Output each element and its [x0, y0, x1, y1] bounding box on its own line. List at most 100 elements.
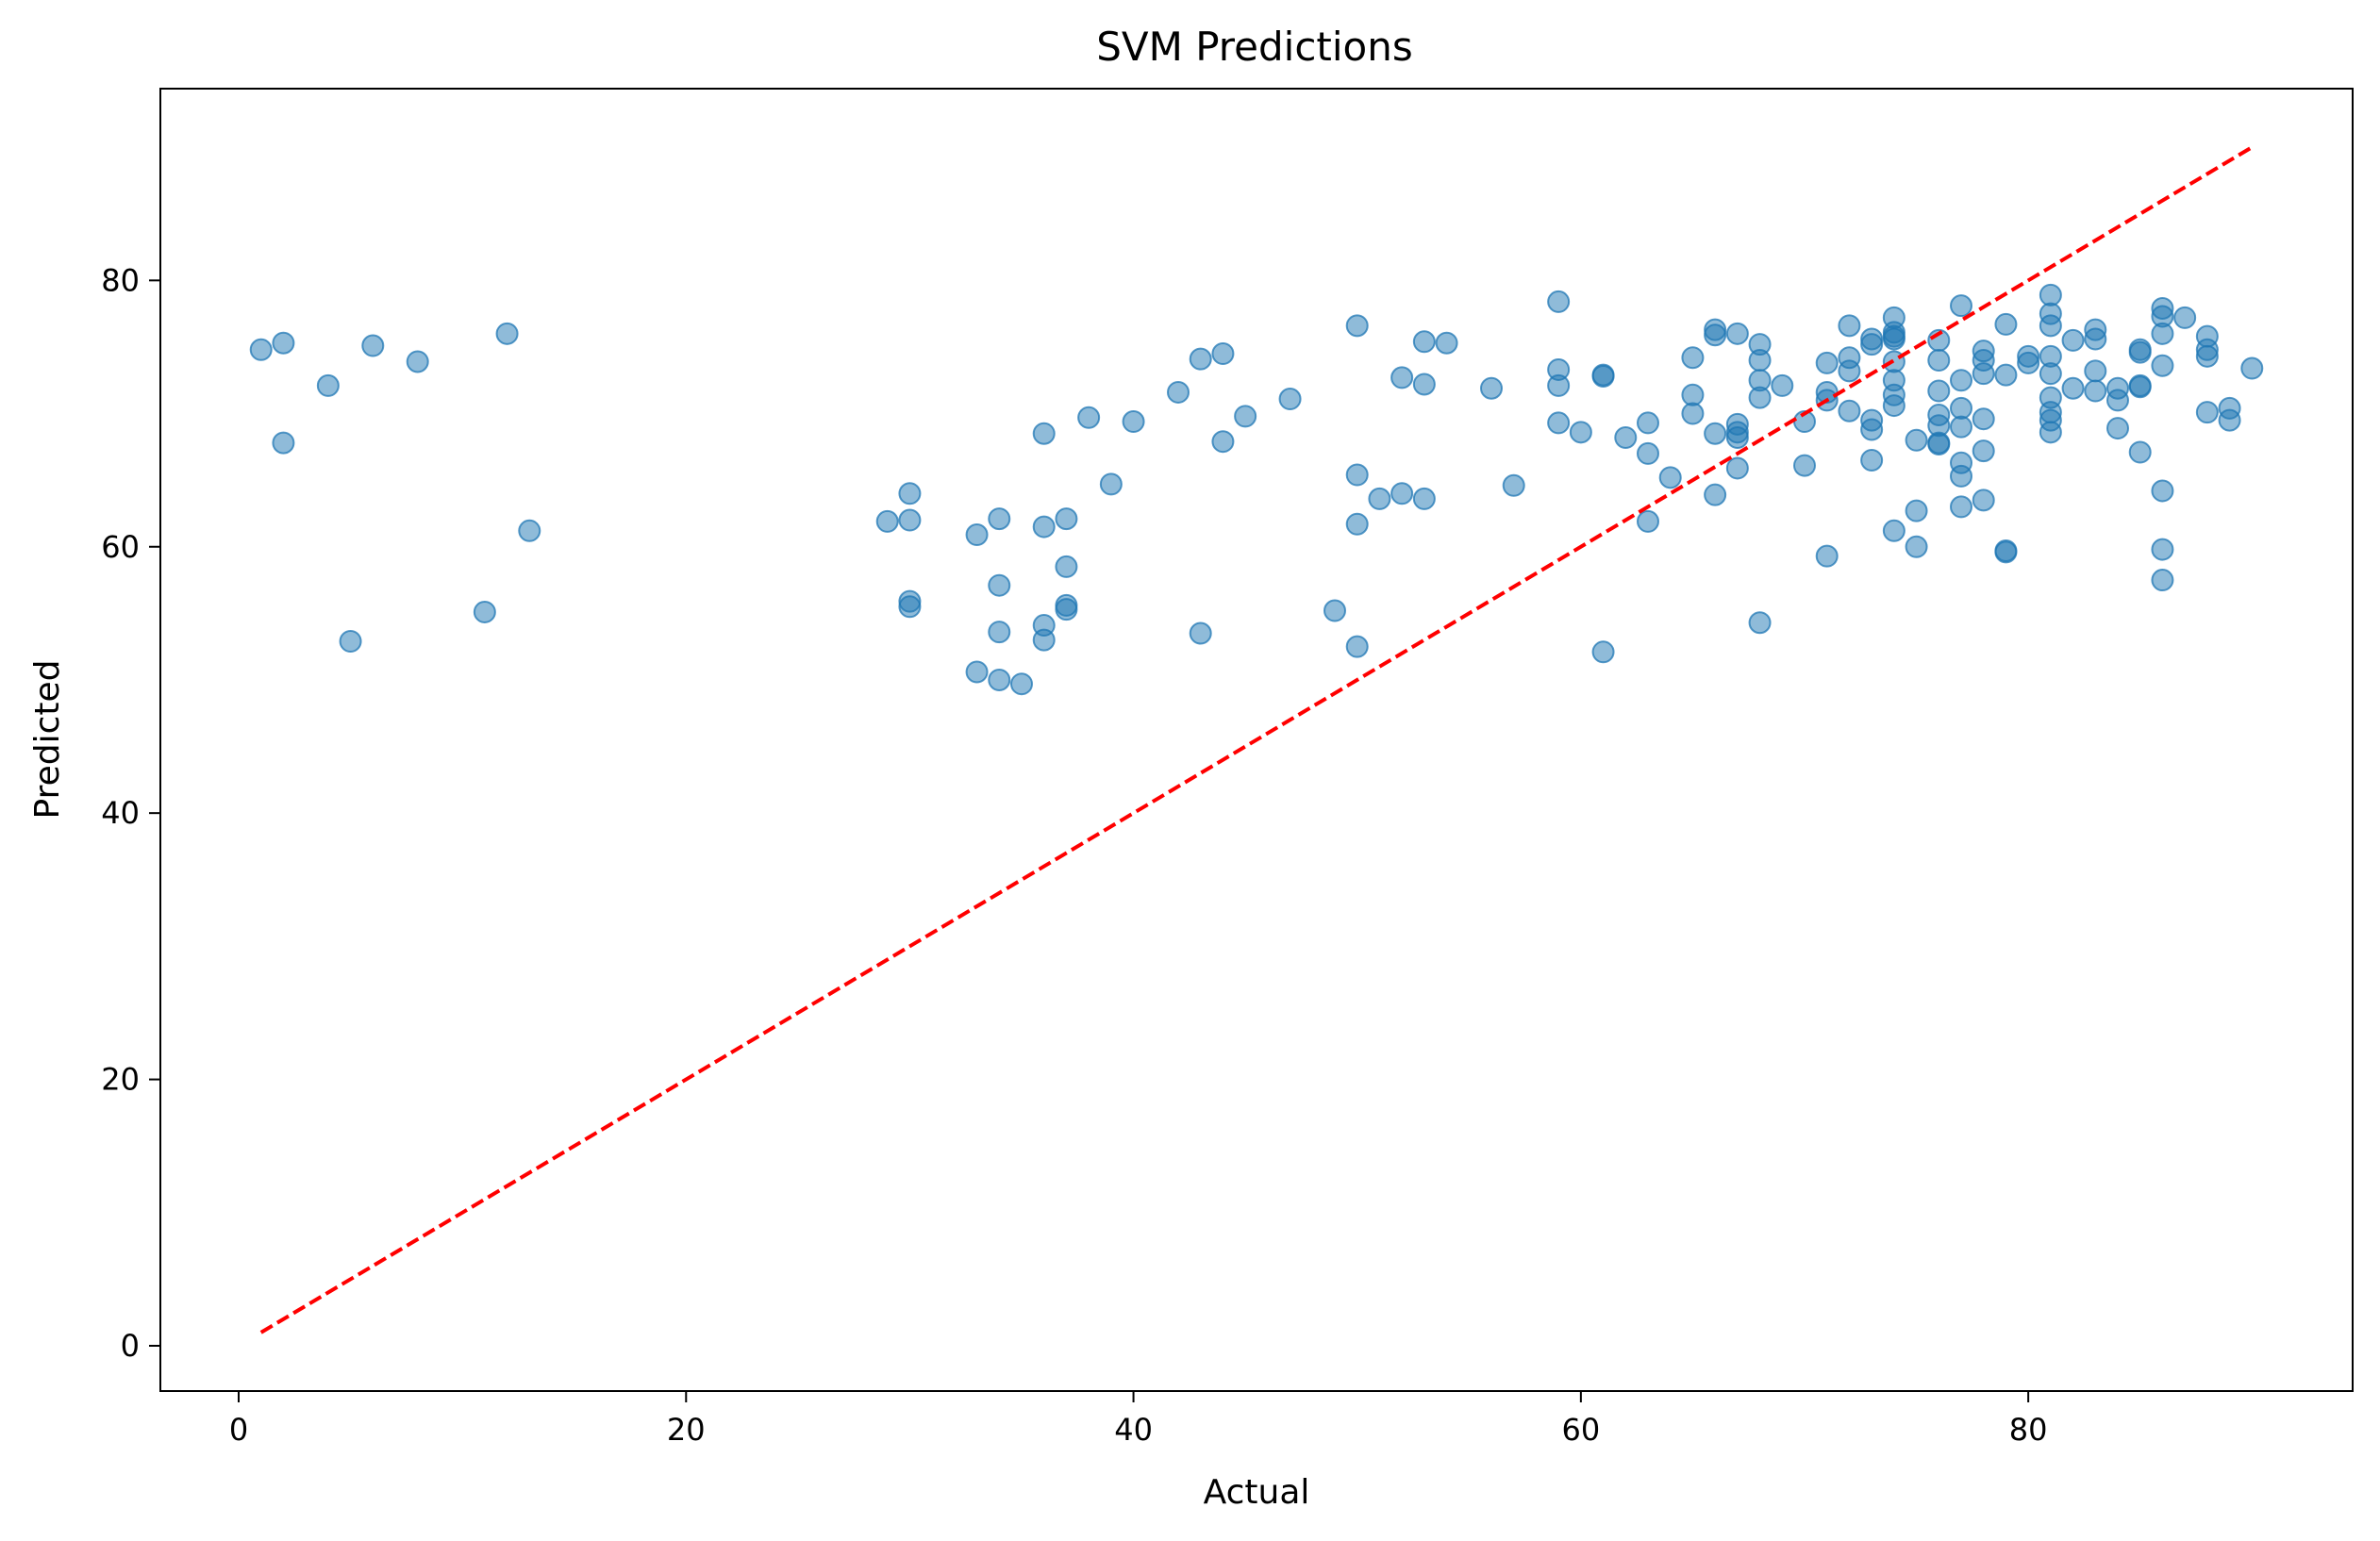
- scatter-point: [316, 373, 340, 397]
- scatter-point: [1950, 415, 1972, 439]
- y-tick-label: 0: [121, 1328, 140, 1364]
- scatter-point: [1077, 406, 1101, 429]
- scatter-point: [875, 509, 899, 533]
- scatter-point: [1323, 599, 1346, 622]
- scatter-point: [1122, 410, 1145, 434]
- scatter-point: [1704, 483, 1727, 506]
- scatter-point: [988, 573, 1011, 597]
- scatter-point: [1927, 349, 1951, 373]
- scatter-point: [1725, 456, 1749, 480]
- scatter-point: [1681, 346, 1705, 370]
- scatter-point: [2084, 359, 2107, 383]
- scatter-point: [1994, 540, 2018, 564]
- scatter-point: [1748, 611, 1772, 635]
- scatter-point: [2084, 379, 2107, 403]
- scatter-point: [1547, 290, 1571, 313]
- scatter-point: [2195, 344, 2219, 368]
- scatter-point: [1055, 507, 1078, 531]
- scatter-point: [1032, 515, 1056, 539]
- scatter-point: [988, 507, 1011, 531]
- scatter-point: [1972, 439, 1995, 463]
- scatter-point: [1950, 396, 1972, 420]
- chart-title: SVM Predictions: [1096, 24, 1413, 70]
- x-axis-label: Actual: [1204, 1473, 1310, 1512]
- scatter-point: [1637, 441, 1659, 465]
- scatter-point: [1211, 342, 1235, 366]
- y-tick-label: 20: [101, 1062, 140, 1098]
- scatter-point: [2173, 306, 2197, 329]
- scatter-point: [2128, 440, 2152, 464]
- scatter-point: [1055, 555, 1078, 578]
- scatter-point: [1725, 425, 1749, 449]
- scatter-point: [1950, 464, 1972, 488]
- scatter-point: [1189, 347, 1212, 371]
- scatter-point: [272, 431, 295, 455]
- scatter-point: [2039, 362, 2062, 386]
- scatter-point: [1815, 544, 1839, 568]
- scatter-point: [1725, 322, 1749, 345]
- scatter-point: [1032, 628, 1056, 652]
- scatter-point: [2106, 389, 2129, 412]
- scatter-point: [1972, 362, 1995, 386]
- scatter-point: [2017, 351, 2040, 374]
- scatter-point: [361, 334, 385, 357]
- scatter-point: [1278, 388, 1302, 411]
- scatter-point: [1748, 349, 1772, 373]
- scatter-point: [1704, 323, 1727, 347]
- scatter-point: [965, 660, 989, 684]
- scatter-point: [1882, 324, 1906, 348]
- scatter-point: [1637, 509, 1659, 533]
- scatter-point: [1591, 363, 1615, 387]
- scatter-point: [406, 350, 429, 373]
- scatter-point: [1435, 331, 1458, 355]
- y-tick-label: 60: [101, 529, 140, 565]
- scatter-point: [898, 508, 922, 532]
- scatter-point: [1390, 366, 1414, 389]
- scatter-point: [2128, 340, 2152, 364]
- scatter-point: [1502, 473, 1525, 497]
- scatter-point: [1167, 380, 1190, 404]
- scatter-point: [2218, 408, 2241, 432]
- scatter-point: [965, 523, 989, 547]
- scatter-point: [1748, 386, 1772, 409]
- scatter-point: [1860, 418, 1884, 441]
- scatter-point: [1547, 411, 1571, 435]
- scatter-point: [1838, 314, 1861, 338]
- scatter-point: [988, 668, 1011, 691]
- x-tick-label: 40: [1114, 1412, 1153, 1448]
- scatter-point: [1591, 640, 1615, 664]
- scatter-point: [1927, 379, 1951, 403]
- scatter-point: [1480, 376, 1503, 400]
- scatter-point: [1345, 314, 1369, 338]
- scatter-point: [1905, 535, 1928, 558]
- scatter-point: [1838, 399, 1861, 423]
- scatter-point: [249, 338, 273, 361]
- scatter-point: [2128, 373, 2152, 397]
- scatter-point: [2039, 314, 2062, 338]
- scatter-point: [1927, 431, 1951, 455]
- scatter-point: [2151, 538, 2174, 561]
- scatter-point: [2061, 328, 2085, 352]
- scatter-point: [1010, 672, 1033, 696]
- plot-frame: [159, 88, 2354, 1392]
- scatter-point: [339, 630, 362, 654]
- scatter-point: [1412, 373, 1436, 396]
- scatter-point: [1994, 363, 2018, 387]
- scatter-point: [1368, 487, 1391, 510]
- scatter-point: [1771, 373, 1794, 397]
- scatter-point: [2061, 376, 2085, 400]
- scatter-point: [1189, 621, 1212, 645]
- y-tick-label: 40: [101, 795, 140, 831]
- x-tick-label: 0: [229, 1412, 248, 1448]
- scatter-point: [2039, 421, 2062, 444]
- scatter-point: [1860, 448, 1884, 472]
- scatter-point: [1637, 411, 1659, 435]
- scatter-point: [1211, 430, 1235, 454]
- scatter-point: [2151, 569, 2174, 592]
- scatter-point: [1569, 421, 1592, 444]
- scatter-point: [1860, 333, 1884, 356]
- scatter-point: [2151, 354, 2174, 377]
- scatter-point: [1704, 422, 1727, 445]
- y-axis: 0 20 40 60 80: [101, 262, 160, 1364]
